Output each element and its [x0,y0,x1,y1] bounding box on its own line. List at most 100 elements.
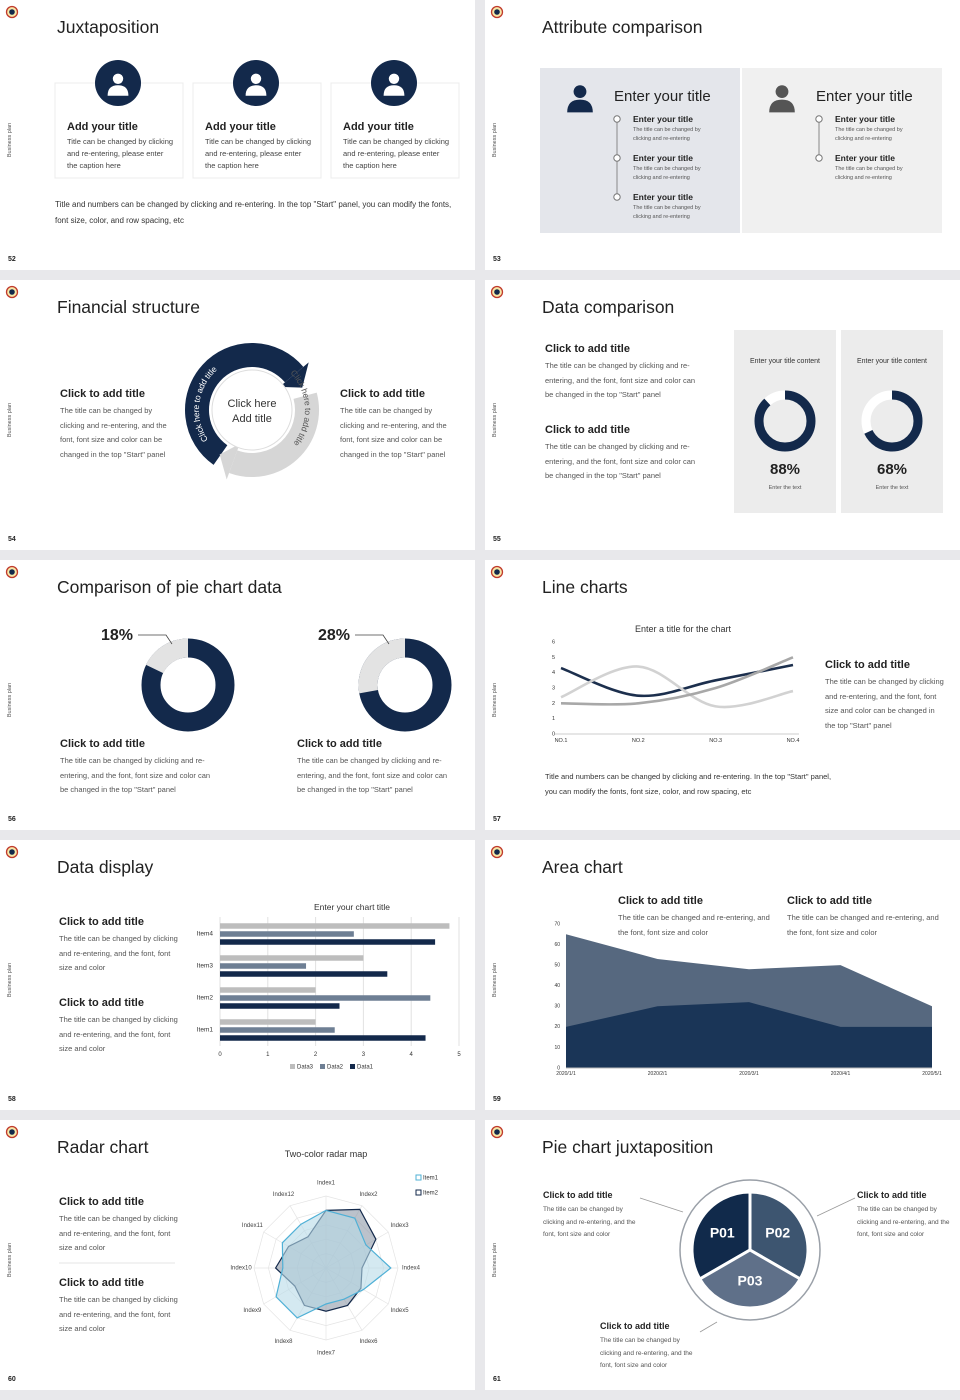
card-title: Add your title [343,121,414,133]
slide-title: Area chart [542,857,623,877]
icon-head [775,85,789,98]
radar-label: Index10 [230,1266,252,1272]
y-tick-label: 10 [554,1045,560,1051]
bar [220,987,316,993]
icon-body [107,85,129,96]
slide: P01 P02 P03 Pie chart juxtaposition Business… [485,1120,960,1390]
slide-title: Pie chart juxtaposition [542,1137,714,1157]
block-text: The title can be changed by clicking and… [857,1206,950,1238]
side-label: Business plan [492,682,498,718]
block-text: The title can be changed by clicking and… [340,406,447,459]
side-label: Business plan [492,1242,498,1278]
radar-label: Index2 [359,1192,378,1198]
x-tick-label: 0 [218,1052,222,1058]
side-label: Business plan [492,122,498,158]
block-text: The title can be changed by clicking and… [60,406,167,459]
slide-graphics [490,285,943,513]
slide-title: Data comparison [542,297,675,317]
block-text: The title can be changed by clicking and… [59,1214,178,1252]
radar-series [275,1209,392,1319]
y-tick-label: 70 [554,921,560,927]
block-title: Click to add title [545,343,630,355]
panel-title: Enter your title [816,88,913,105]
radar-label: Index3 [391,1223,410,1229]
panel [540,68,740,233]
icon-body [567,99,593,113]
logo-core [9,1129,15,1135]
donut-value [141,638,235,732]
bar [220,971,388,977]
slide-graphics: P01 P02 P03 [490,1125,856,1333]
donut-value [861,390,923,452]
radar-label: Index11 [242,1223,264,1229]
logo-core [494,9,500,15]
block-text: The title can be changed and re-entering… [618,913,770,937]
slide-title: Line charts [542,577,628,597]
radar-label: Index9 [243,1308,262,1314]
slide: Juxtaposition Business plan 52 Add your tit… [0,0,475,270]
radar-label: Index4 [402,1266,421,1272]
legend-label: Data3 [297,1065,314,1071]
chart-title: Enter your chart title [314,902,390,912]
y-tick-label: Item4 [197,931,214,938]
page-number: 56 [8,816,16,823]
slide-graphics: Enter your chart title 0 1 2 3 4 5 Item1 Item2 It… [5,845,461,1071]
icon-head [112,73,124,85]
y-tick-label: 6 [552,639,555,645]
y-tick-label: 2 [552,701,555,707]
icon-head [573,85,587,98]
bar [220,1035,426,1041]
block-text: The title can be changed by clicking and… [545,442,696,480]
bar [220,1019,316,1025]
bar [220,931,354,937]
side-label: Business plan [7,1242,13,1278]
slide-graphics: 0 10 20 30 40 50 60 70 2020/1/1 2020/2/1 2020/3/1 2… [490,845,942,1077]
legend-label: Item1 [423,1176,439,1182]
block-title: Click to add title [297,738,382,750]
block-title: Click to add title [59,916,144,928]
panel [841,330,943,513]
item-title: Enter your title [633,192,693,202]
y-tick-label: 0 [552,731,555,737]
value-label: 18% [101,627,134,644]
leader-line [355,634,390,645]
cycle-arc [185,343,304,465]
block-text: The title can be changed by clicking and… [543,1206,636,1238]
logo-core [494,569,500,575]
block-title: Click to add title [545,424,630,436]
side-label: Business plan [7,962,13,998]
slide-graphics [5,565,452,732]
x-tick-label: 2020/2/1 [648,1071,668,1077]
connector-arrow [816,1197,856,1217]
slide-graphics [5,5,460,179]
line-series [560,656,794,706]
area-series [566,1002,932,1068]
timeline-dot [613,193,621,201]
bar [220,923,450,929]
radar-label: Index8 [274,1339,293,1345]
donut-value [754,390,816,452]
cycle-arrowhead [219,443,240,480]
item-title: Enter your title [835,114,895,124]
bar [220,995,431,1001]
block-title: Click to add title [59,997,144,1009]
value-label: 28% [318,627,351,644]
radar-label: Index1 [317,1181,336,1187]
radar-label: Index5 [391,1308,410,1314]
panel [734,330,836,513]
logo-core [494,849,500,855]
legend-swatch [415,1189,422,1196]
icon-body [769,99,795,113]
page-number: 58 [8,1096,16,1103]
chart-label: Enter your title content [749,358,821,365]
icon-head [388,73,400,85]
cycle-arc [229,392,319,477]
x-tick-label: NO.3 [709,738,722,744]
card-text: Title can be changed by clicking and re-… [205,137,312,170]
page-number: 52 [8,256,16,263]
block-title: Click to add title [618,895,703,907]
note: Title and numbers can be changed by clic… [55,200,452,225]
y-tick-label: 4 [552,670,555,676]
slide-title: Attribute comparison [542,17,703,37]
